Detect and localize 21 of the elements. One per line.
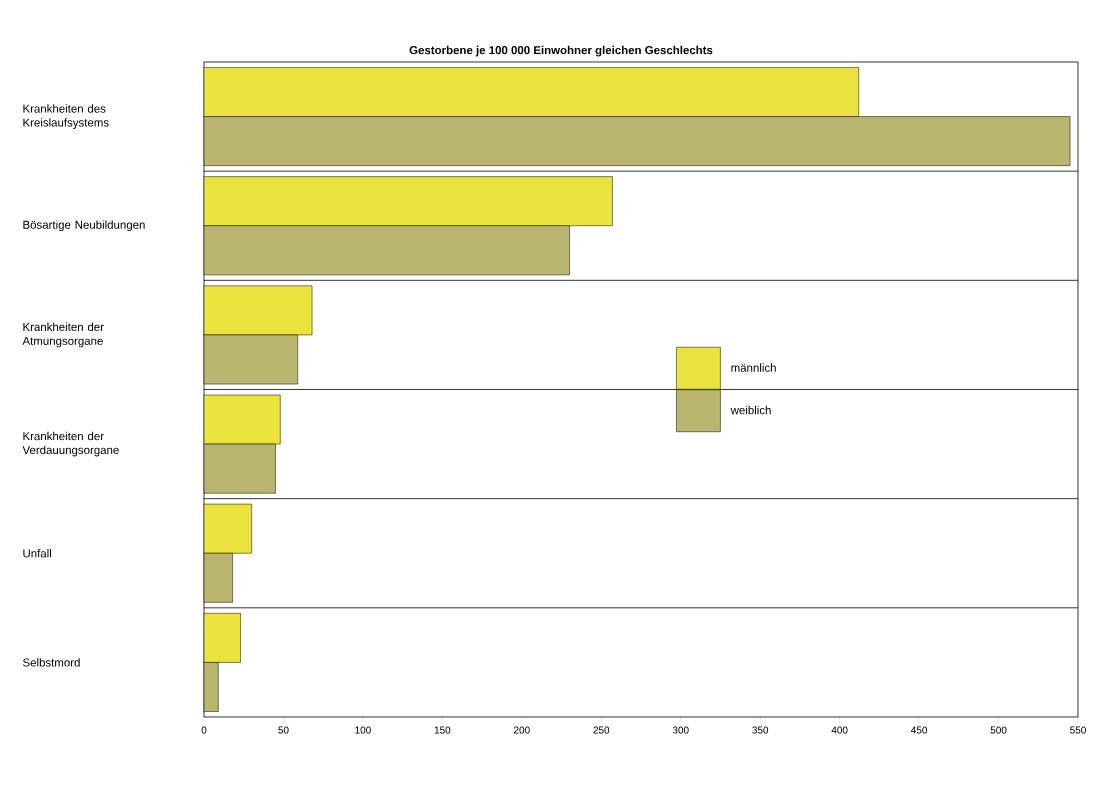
y-tick-label: Krankheiten des Kreislaufsystems (23, 104, 109, 129)
x-tick-label: 100 (355, 726, 371, 734)
x-tick-label: 0 (201, 726, 207, 734)
x-tick-label: 550 (1070, 726, 1086, 734)
x-tick-label: 150 (434, 726, 451, 734)
text: männlich (731, 363, 776, 372)
y-tick-label: Krankheiten der Atmungsorgane (22, 322, 104, 348)
x-tick-label: 500 (990, 726, 1007, 734)
x-tick-label: 250 (593, 726, 610, 734)
y-tick-label: Krankheiten der Verdauungsorgane (22, 431, 119, 457)
y-tick-label: Bösartige Neubildungen (23, 220, 145, 232)
x-tick-label: 350 (752, 726, 769, 734)
x-tick-label: 300 (672, 726, 689, 734)
y-tick-label: Selbstmord (23, 658, 80, 667)
x-tick-label: 450 (911, 726, 928, 734)
x-tick-label: 200 (514, 726, 530, 734)
chart-title: Gestorbene je 100 000 Einwohner gleichen Geschlechts (409, 45, 713, 57)
x-tick-label: 400 (831, 726, 848, 734)
y-tick-label: Unfall (23, 549, 52, 558)
text: weiblich (730, 405, 771, 415)
x-tick-label: 50 (278, 726, 289, 734)
